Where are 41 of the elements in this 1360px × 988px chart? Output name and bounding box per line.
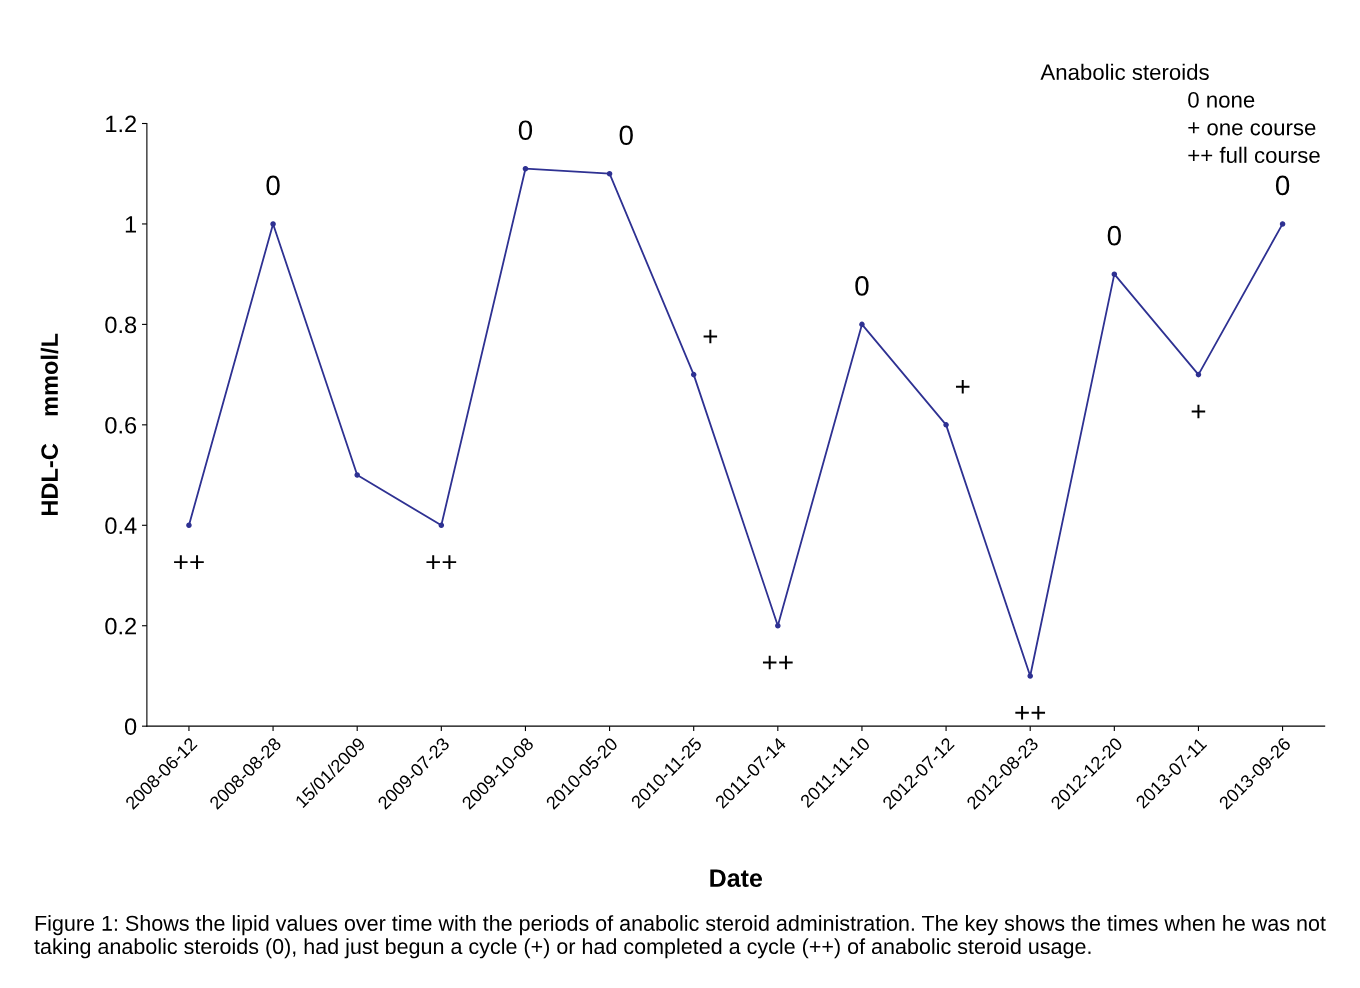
- annotation: 0: [1107, 225, 1121, 246]
- y-tick-label: 0.4: [105, 517, 137, 535]
- point: [186, 522, 192, 529]
- annotation: 0: [518, 120, 533, 141]
- annotation: ++: [1015, 706, 1046, 720]
- point: [438, 522, 445, 529]
- annotation: ++: [174, 555, 204, 569]
- annotation: +: [703, 329, 718, 344]
- point: [606, 170, 613, 177]
- annotation: +: [955, 379, 970, 394]
- annotation: ++ full course: [1188, 146, 1320, 164]
- annotation: ++: [762, 655, 793, 670]
- point: [690, 371, 697, 378]
- point: [943, 422, 949, 428]
- y-tick-label: 0.6: [105, 416, 137, 434]
- point: [775, 622, 781, 629]
- point: [522, 165, 529, 172]
- text: 0 none: [1188, 91, 1255, 108]
- annotation: + one course: [1188, 122, 1316, 136]
- y-tick-label: 0: [124, 718, 137, 735]
- y-tick-label: 0.8: [105, 316, 137, 334]
- annotation: ++: [426, 555, 457, 569]
- point: [354, 472, 360, 478]
- annotation: 0: [855, 276, 869, 296]
- y-tick-label: 1.2: [106, 115, 136, 133]
- annotation: 0: [619, 125, 633, 146]
- point: [1027, 673, 1033, 679]
- y-tick-label: 1: [125, 216, 137, 233]
- text: Anabolic steroids: [1040, 63, 1209, 81]
- caption: Figure 1: Shows the lipid values over time with the periods of anabolic steroid administration. The key shows the times when he was not taking anabolic steroids (0), had just begun a cycle (+) or had completed a cycle (++) of anabolic steroid usage.: [34, 915, 1326, 959]
- point: [270, 221, 276, 227]
- y-axis-title: HDL-C mmol/L: [40, 333, 59, 516]
- point: [859, 321, 865, 328]
- point: [1195, 371, 1202, 378]
- annotation: 0: [266, 175, 280, 196]
- annotation: +: [1191, 404, 1206, 419]
- annotation: 0: [1275, 175, 1290, 196]
- point: [1111, 271, 1118, 277]
- point: [1279, 221, 1286, 227]
- y-tick-label: 0.2: [105, 617, 136, 635]
- x-axis-title: Date: [710, 869, 762, 888]
